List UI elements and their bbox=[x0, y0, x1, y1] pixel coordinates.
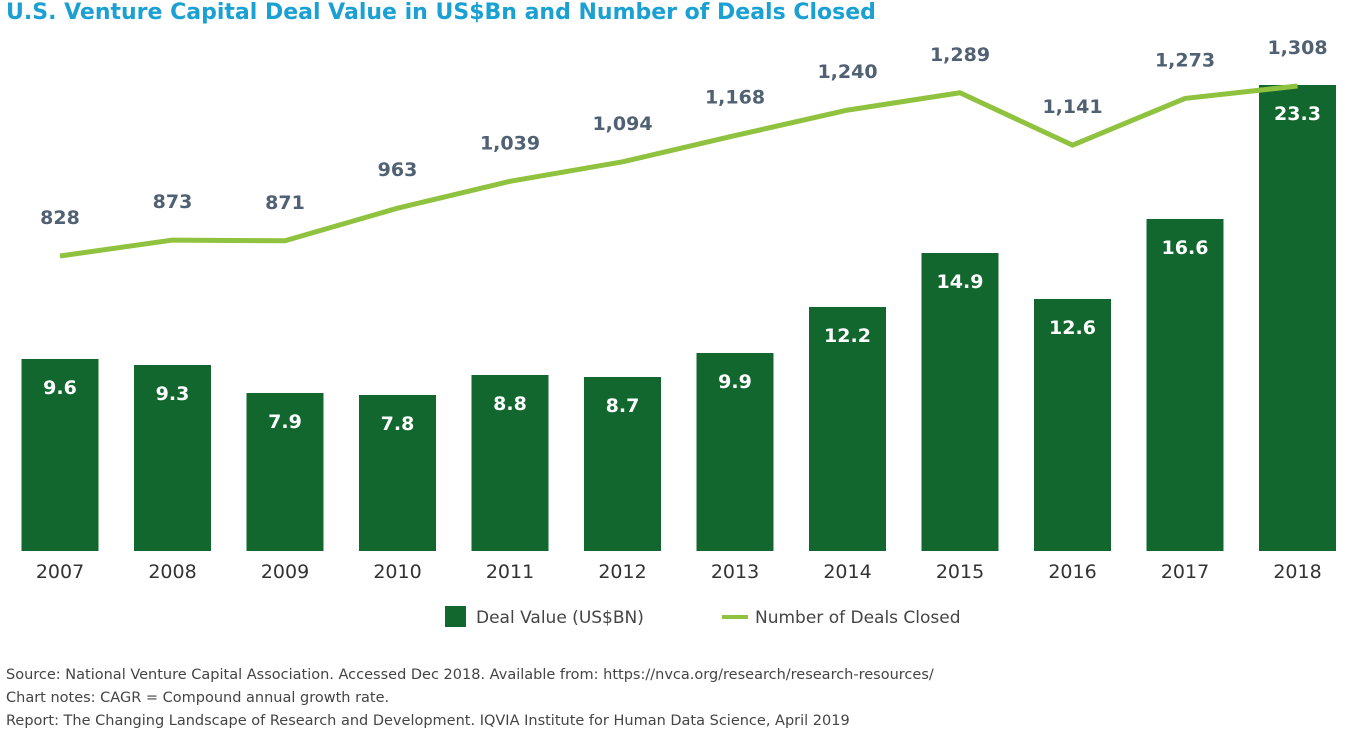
source-note: Source: National Venture Capital Associa… bbox=[6, 667, 934, 683]
bar-2016 bbox=[1034, 299, 1111, 551]
x-tick-label: 2010 bbox=[373, 561, 421, 583]
bar-value-label: 8.7 bbox=[606, 395, 640, 417]
bar-2017 bbox=[1146, 219, 1224, 551]
bar-value-label: 14.9 bbox=[937, 271, 984, 293]
line-value-label: 828 bbox=[40, 207, 80, 229]
bars-layer: 9.6 9.3 7.9 7.8 8.8 8.7 9.9 12.2 14.9 12.6 16.6 23.… bbox=[21, 85, 1336, 551]
bar-value-label: 12.2 bbox=[824, 325, 871, 347]
x-tick-label: 2015 bbox=[936, 561, 984, 583]
x-tick-label: 2013 bbox=[711, 561, 759, 583]
line-value-label: 963 bbox=[378, 159, 418, 181]
line-value-label: 1,094 bbox=[592, 113, 652, 135]
bar-2014 bbox=[809, 307, 886, 551]
x-tick-label: 2007 bbox=[36, 561, 84, 583]
x-tick-label: 2014 bbox=[823, 561, 871, 583]
bar-value-label: 9.3 bbox=[156, 383, 190, 405]
bar-value-label: 16.6 bbox=[1162, 237, 1209, 259]
line-value-label: 1,273 bbox=[1155, 49, 1215, 71]
bar-value-label: 9.9 bbox=[718, 371, 752, 393]
bar-value-label: 9.6 bbox=[43, 377, 77, 399]
legend-label-deals-closed: Number of Deals Closed bbox=[755, 608, 961, 628]
x-tick-label: 2012 bbox=[598, 561, 646, 583]
bar-2015 bbox=[921, 253, 999, 551]
line-value-label: 1,289 bbox=[930, 44, 990, 66]
report-note: Report: The Changing Landscape of Resear… bbox=[6, 713, 850, 729]
bar-value-label: 8.8 bbox=[493, 393, 527, 415]
bar-value-label: 7.8 bbox=[381, 413, 415, 435]
chart-title: U.S. Venture Capital Deal Value in US$Bn… bbox=[6, 0, 876, 25]
line-value-label: 1,141 bbox=[1042, 96, 1102, 118]
chart-notes: Chart notes: CAGR = Compound annual grow… bbox=[6, 690, 390, 706]
line-value-label: 871 bbox=[265, 192, 305, 214]
x-tick-label: 2008 bbox=[148, 561, 196, 583]
x-tick-label: 2009 bbox=[261, 561, 309, 583]
line-value-label: 1,168 bbox=[705, 87, 765, 109]
bar-value-label: 23.3 bbox=[1274, 103, 1321, 125]
x-tick-label: 2018 bbox=[1273, 561, 1321, 583]
legend-swatch-deal-value bbox=[445, 606, 466, 627]
bar-value-label: 12.6 bbox=[1049, 317, 1096, 339]
bar-2011 bbox=[471, 375, 549, 551]
line-value-label: 1,308 bbox=[1267, 37, 1327, 59]
deals-closed-line bbox=[59, 83, 1298, 259]
bar-2008 bbox=[134, 365, 211, 551]
x-axis: 2007 2008 2009 2010 2011 2012 2013 2014 2015 2016… bbox=[36, 561, 1322, 583]
bar-2012 bbox=[584, 377, 661, 551]
x-tick-label: 2016 bbox=[1048, 561, 1096, 583]
bar-value-label: 7.9 bbox=[268, 411, 302, 433]
line-layer: 828 873 871 963 1,039 1,094 1,168 1,240 1,289 1,1… bbox=[40, 37, 1328, 259]
bar-2013 bbox=[696, 353, 774, 551]
bar-2009 bbox=[246, 393, 324, 551]
line-value-label: 1,039 bbox=[480, 132, 540, 154]
chart: 9.6 9.3 7.9 7.8 8.8 8.7 9.9 12.2 14.9 12.6 16.6 23.… bbox=[21, 37, 1336, 628]
x-tick-label: 2011 bbox=[486, 561, 534, 583]
x-tick-label: 2017 bbox=[1161, 561, 1209, 583]
bar-2018 bbox=[1259, 85, 1336, 551]
line-value-label: 873 bbox=[153, 191, 193, 213]
line-value-label: 1,240 bbox=[817, 61, 877, 83]
bar-2010 bbox=[359, 395, 436, 551]
legend: Deal Value (US$BN) Number of Deals Close… bbox=[445, 606, 961, 628]
legend-label-deal-value: Deal Value (US$BN) bbox=[476, 608, 644, 628]
bar-2007 bbox=[21, 359, 99, 551]
